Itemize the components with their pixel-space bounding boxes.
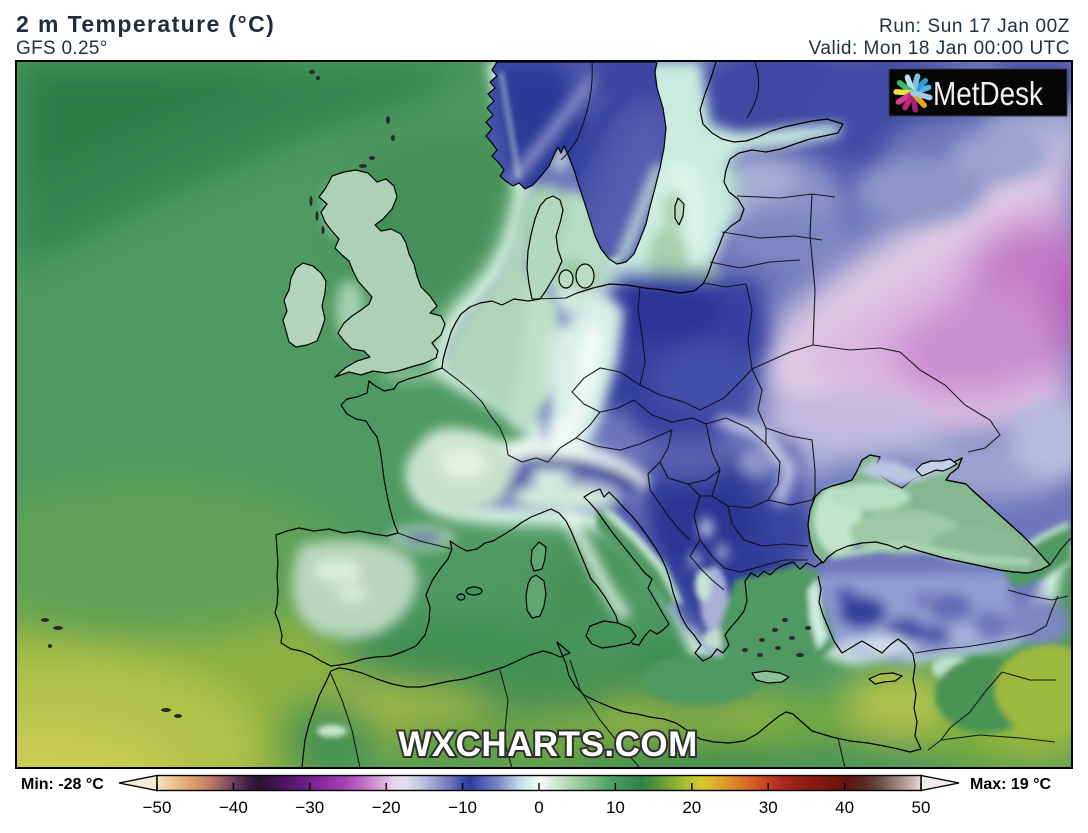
- svg-text:50: 50: [912, 798, 931, 817]
- svg-text:−30: −30: [295, 798, 324, 817]
- svg-text:30: 30: [759, 798, 778, 817]
- svg-text:−20: −20: [372, 798, 401, 817]
- svg-text:WXCHARTS.COM: WXCHARTS.COM: [398, 725, 698, 764]
- svg-text:2 m Temperature (°C): 2 m Temperature (°C): [16, 11, 275, 37]
- svg-text:40: 40: [835, 798, 854, 817]
- svg-text:Max: 19 °C: Max: 19 °C: [970, 776, 1052, 793]
- svg-text:Min: -28 °C: Min: -28 °C: [21, 776, 104, 793]
- svg-text:Valid: Mon 18 Jan 00:00 UTC: Valid: Mon 18 Jan 00:00 UTC: [809, 38, 1070, 59]
- svg-text:−10: −10: [448, 798, 477, 817]
- svg-text:Run: Sun 17 Jan 00Z: Run: Sun 17 Jan 00Z: [879, 16, 1070, 37]
- svg-text:20: 20: [682, 798, 701, 817]
- svg-text:GFS 0.25°: GFS 0.25°: [16, 38, 108, 59]
- svg-text:10: 10: [606, 798, 625, 817]
- svg-text:0: 0: [534, 798, 543, 817]
- svg-text:MetDesk: MetDesk: [933, 75, 1043, 112]
- svg-text:−40: −40: [219, 798, 248, 817]
- svg-text:−50: −50: [143, 798, 172, 817]
